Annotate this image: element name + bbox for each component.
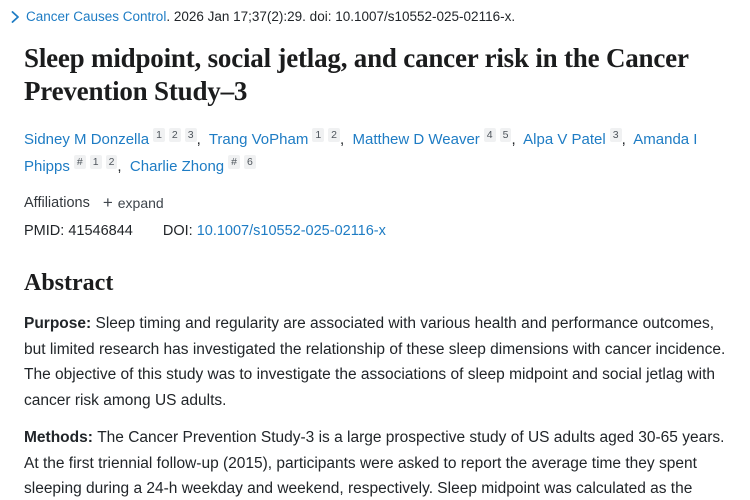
pmid-label: PMID: [24,223,65,239]
affiliations-label: Affiliations [24,195,90,211]
author-link[interactable]: Sidney M Donzella [24,131,150,148]
affiliation-number-badge[interactable]: 1 [153,128,165,142]
affiliations-row: Affiliations + expand [24,193,726,213]
equal-contribution-marker[interactable]: # [228,155,240,169]
author-link[interactable]: Matthew D Weaver [352,131,480,148]
abstract-paragraph: Methods: The Cancer Prevention Study-3 i… [24,429,725,497]
author-item: Amanda I Phipps #1 2, [24,131,697,175]
author-link[interactable]: Alpa V Patel [523,131,606,148]
journal-link[interactable]: Cancer Causes Control [26,9,167,24]
chevron-right-icon[interactable] [10,11,20,23]
affiliation-number-badge[interactable]: 5 [499,128,512,142]
doi-link[interactable]: 10.1007/s10552-025-02116-x [196,223,386,239]
affiliation-number-badge[interactable]: 2 [328,128,341,142]
author-separator: , [621,131,634,148]
article-title: Sleep midpoint, social jetlag, and cance… [24,43,689,106]
affiliation-number-badge[interactable]: 2 [105,155,118,169]
author-link[interactable]: Charlie Zhong [129,158,225,175]
pmid-value: 41546844 [68,223,133,239]
affiliation-number-badge[interactable]: 4 [483,128,496,142]
author-separator: , [340,131,353,148]
author-item: Matthew D Weaver 4 5, [352,128,524,148]
author-separator: , [196,131,209,148]
affiliation-number-badge[interactable]: 6 [243,155,256,169]
identifiers-row: PMID: 41546844 DOI: 10.1007/s10552-025-0… [24,221,726,241]
author-link[interactable]: Trang VoPham [208,131,309,148]
expand-affiliations-button[interactable]: + expand [102,193,164,212]
affiliation-number-badge[interactable]: 3 [184,128,197,142]
authors-list: Sidney M Donzella 1 2 3, Trang VoPham 1 2, Ma… [24,126,714,180]
citation-text: . 2026 Jan 17;37(2):29. doi: 10.1007/s10… [166,9,516,24]
author-item: Charlie Zhong #6 [129,155,256,175]
affiliation-number-badge[interactable]: 2 [168,128,181,142]
abstract-body: Purpose: Sleep timing and regularity are… [24,311,726,500]
paragraph-section-label: Purpose: [24,315,96,332]
author-item: Alpa V Patel 3, [523,128,634,148]
equal-contribution-marker[interactable]: # [73,155,86,169]
author-item: Sidney M Donzella 1 2 3, [24,128,209,148]
paragraph-section-label: Methods: [24,429,98,446]
author-separator: , [117,158,130,175]
abstract-paragraph: Purpose: Sleep timing and regularity are… [24,315,726,409]
expand-label: expand [117,195,164,211]
author-link[interactable]: Amanda I Phipps [24,131,698,175]
doi-label: DOI: [162,223,193,239]
author-separator: , [511,131,524,148]
affiliation-number-badge[interactable]: 3 [609,128,622,142]
journal-citation-row: Cancer Causes Control. 2026 Jan 17;37(2)… [10,8,726,26]
plus-icon: + [102,193,113,212]
author-item: Trang VoPham 1 2, [208,128,353,148]
affiliation-number-badge[interactable]: 1 [89,155,102,169]
abstract-heading: Abstract [24,270,114,296]
affiliation-number-badge[interactable]: 1 [312,128,325,142]
